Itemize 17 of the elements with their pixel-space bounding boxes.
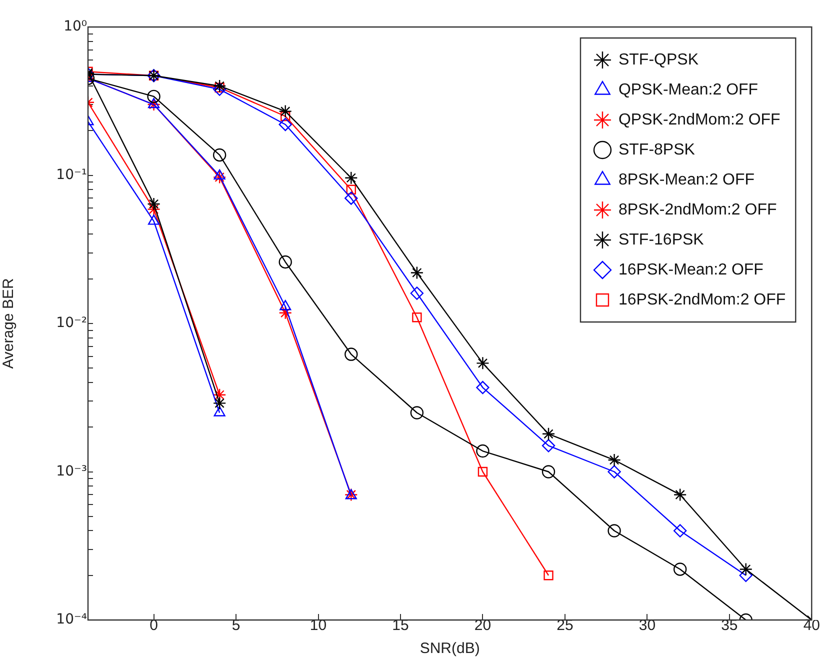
legend-label: STF-16PSK	[618, 231, 704, 248]
legend-label: QPSK-2ndMom:2 OFF	[618, 111, 781, 128]
legend-label: QPSK-Mean:2 OFF	[618, 81, 758, 98]
y-axis-title: Average BER	[0, 278, 18, 369]
legend-label: 8PSK-2ndMom:2 OFF	[618, 201, 777, 218]
y-tick-label: 10⁰	[64, 18, 88, 35]
y-tick-label: 10⁻³	[56, 463, 87, 480]
y-tick-label: 10⁻²	[56, 315, 87, 332]
legend-label: 8PSK-Mean:2 OFF	[618, 171, 755, 188]
y-tick-label: 10⁻⁴	[56, 612, 88, 628]
legend-label: 16PSK-2ndMom:2 OFF	[618, 291, 786, 308]
x-tick-label: 40	[803, 617, 820, 634]
legend-label: 16PSK-Mean:2 OFF	[618, 261, 764, 278]
y-tick-label: 10⁻¹	[56, 166, 87, 183]
x-axis-title: SNR(dB)	[420, 640, 480, 658]
legend-label: STF-8PSK	[618, 141, 696, 158]
legend-label: STF-QPSK	[618, 51, 699, 68]
